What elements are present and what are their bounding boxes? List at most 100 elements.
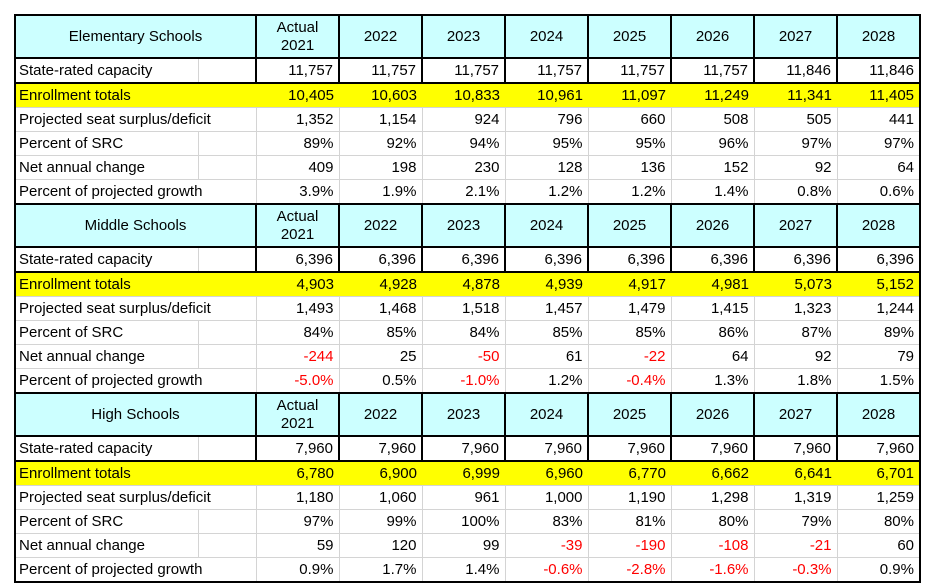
column-header-year[interactable]: 2026 bbox=[670, 203, 755, 248]
value-cell[interactable]: 89% bbox=[255, 131, 340, 156]
value-cell[interactable]: 79% bbox=[753, 509, 838, 534]
value-cell[interactable]: 508 bbox=[670, 107, 755, 132]
value-cell[interactable]: -0.3% bbox=[753, 557, 838, 583]
value-cell[interactable]: 1.2% bbox=[504, 368, 589, 394]
value-cell[interactable]: 1,244 bbox=[836, 296, 921, 321]
value-cell[interactable]: 1,493 bbox=[255, 296, 340, 321]
value-cell[interactable]: 11,757 bbox=[670, 57, 755, 84]
value-cell[interactable]: 0.9% bbox=[255, 557, 340, 583]
column-header-year[interactable]: 2027 bbox=[753, 14, 838, 59]
value-cell[interactable]: 7,960 bbox=[670, 435, 755, 462]
value-cell[interactable]: 10,603 bbox=[339, 82, 422, 108]
row-label[interactable]: Projected seat surplus/deficit bbox=[14, 107, 257, 132]
value-cell[interactable]: 25 bbox=[338, 344, 423, 369]
value-cell[interactable]: 85% bbox=[587, 320, 672, 345]
value-cell[interactable]: 409 bbox=[255, 155, 340, 180]
value-cell[interactable]: 5,152 bbox=[837, 271, 921, 297]
value-cell[interactable]: 11,846 bbox=[753, 57, 838, 84]
value-cell[interactable]: 1.2% bbox=[587, 179, 672, 205]
value-cell[interactable]: 4,928 bbox=[339, 271, 422, 297]
value-cell[interactable]: 11,757 bbox=[421, 57, 506, 84]
value-cell[interactable]: 99% bbox=[338, 509, 423, 534]
value-cell[interactable]: 10,833 bbox=[422, 82, 505, 108]
value-cell[interactable]: 6,960 bbox=[505, 460, 588, 486]
value-cell[interactable]: -190 bbox=[587, 533, 672, 558]
value-cell[interactable]: 1,319 bbox=[753, 485, 838, 510]
column-header-year[interactable]: 2028 bbox=[836, 14, 921, 59]
row-label[interactable]: Enrollment totals bbox=[14, 82, 256, 108]
value-cell[interactable]: 59 bbox=[255, 533, 340, 558]
value-cell[interactable]: 10,961 bbox=[505, 82, 588, 108]
value-cell[interactable]: 92 bbox=[753, 344, 838, 369]
row-label[interactable]: Percent of SRC bbox=[14, 509, 257, 534]
column-header-actual[interactable]: Actual 2021 bbox=[255, 392, 340, 437]
value-cell[interactable]: 6,396 bbox=[338, 246, 423, 273]
value-cell[interactable]: 6,396 bbox=[255, 246, 340, 273]
value-cell[interactable]: -1.6% bbox=[670, 557, 755, 583]
value-cell[interactable]: 87% bbox=[753, 320, 838, 345]
column-header-year[interactable]: 2025 bbox=[587, 203, 672, 248]
column-header-year[interactable]: 2027 bbox=[753, 392, 838, 437]
value-cell[interactable]: 61 bbox=[504, 344, 589, 369]
value-cell[interactable]: 0.8% bbox=[753, 179, 838, 205]
value-cell[interactable]: -0.4% bbox=[587, 368, 672, 394]
value-cell[interactable]: 1,180 bbox=[255, 485, 340, 510]
column-header-year[interactable]: 2026 bbox=[670, 14, 755, 59]
column-header-year[interactable]: 2025 bbox=[587, 14, 672, 59]
value-cell[interactable]: 99 bbox=[421, 533, 506, 558]
value-cell[interactable]: 11,757 bbox=[587, 57, 672, 84]
value-cell[interactable]: 3.9% bbox=[255, 179, 340, 205]
value-cell[interactable]: 85% bbox=[504, 320, 589, 345]
value-cell[interactable]: 505 bbox=[753, 107, 838, 132]
value-cell[interactable]: -108 bbox=[670, 533, 755, 558]
row-label[interactable]: State-rated capacity bbox=[14, 246, 257, 273]
column-header-year[interactable]: 2023 bbox=[421, 14, 506, 59]
value-cell[interactable]: 11,757 bbox=[504, 57, 589, 84]
value-cell[interactable]: 92% bbox=[338, 131, 423, 156]
value-cell[interactable]: 92 bbox=[753, 155, 838, 180]
value-cell[interactable]: 7,960 bbox=[836, 435, 921, 462]
value-cell[interactable]: 97% bbox=[255, 509, 340, 534]
value-cell[interactable]: 11,757 bbox=[338, 57, 423, 84]
row-label[interactable]: Percent of projected growth bbox=[14, 179, 257, 205]
value-cell[interactable]: 796 bbox=[504, 107, 589, 132]
value-cell[interactable]: 961 bbox=[421, 485, 506, 510]
value-cell[interactable]: 1.7% bbox=[338, 557, 423, 583]
value-cell[interactable]: 6,396 bbox=[753, 246, 838, 273]
value-cell[interactable]: 1,298 bbox=[670, 485, 755, 510]
value-cell[interactable]: 97% bbox=[753, 131, 838, 156]
value-cell[interactable]: 84% bbox=[255, 320, 340, 345]
value-cell[interactable]: 0.6% bbox=[836, 179, 921, 205]
value-cell[interactable]: 6,900 bbox=[339, 460, 422, 486]
section-title[interactable]: High Schools bbox=[14, 392, 257, 437]
value-cell[interactable]: -21 bbox=[753, 533, 838, 558]
value-cell[interactable]: 1.4% bbox=[421, 557, 506, 583]
row-label[interactable]: Enrollment totals bbox=[14, 460, 256, 486]
row-label[interactable]: Percent of projected growth bbox=[14, 557, 257, 583]
column-header-year[interactable]: 2022 bbox=[338, 203, 423, 248]
value-cell[interactable]: 1.3% bbox=[670, 368, 755, 394]
value-cell[interactable]: 136 bbox=[587, 155, 672, 180]
value-cell[interactable]: 5,073 bbox=[754, 271, 837, 297]
row-label[interactable]: Percent of SRC bbox=[14, 320, 257, 345]
value-cell[interactable]: 6,780 bbox=[256, 460, 339, 486]
value-cell[interactable]: 97% bbox=[836, 131, 921, 156]
column-header-year[interactable]: 2026 bbox=[670, 392, 755, 437]
column-header-year[interactable]: 2028 bbox=[836, 203, 921, 248]
row-label[interactable]: State-rated capacity bbox=[14, 57, 257, 84]
value-cell[interactable]: 1,154 bbox=[338, 107, 423, 132]
value-cell[interactable]: 0.5% bbox=[338, 368, 423, 394]
value-cell[interactable]: 1,352 bbox=[255, 107, 340, 132]
row-label[interactable]: Enrollment totals bbox=[14, 271, 256, 297]
value-cell[interactable]: -1.0% bbox=[421, 368, 506, 394]
value-cell[interactable]: 441 bbox=[836, 107, 921, 132]
value-cell[interactable]: 64 bbox=[836, 155, 921, 180]
value-cell[interactable]: 6,662 bbox=[671, 460, 754, 486]
value-cell[interactable]: 2.1% bbox=[421, 179, 506, 205]
value-cell[interactable]: 6,396 bbox=[836, 246, 921, 273]
value-cell[interactable]: 1.2% bbox=[504, 179, 589, 205]
value-cell[interactable]: 94% bbox=[421, 131, 506, 156]
value-cell[interactable]: 80% bbox=[836, 509, 921, 534]
value-cell[interactable]: 64 bbox=[670, 344, 755, 369]
value-cell[interactable]: 1,479 bbox=[587, 296, 672, 321]
